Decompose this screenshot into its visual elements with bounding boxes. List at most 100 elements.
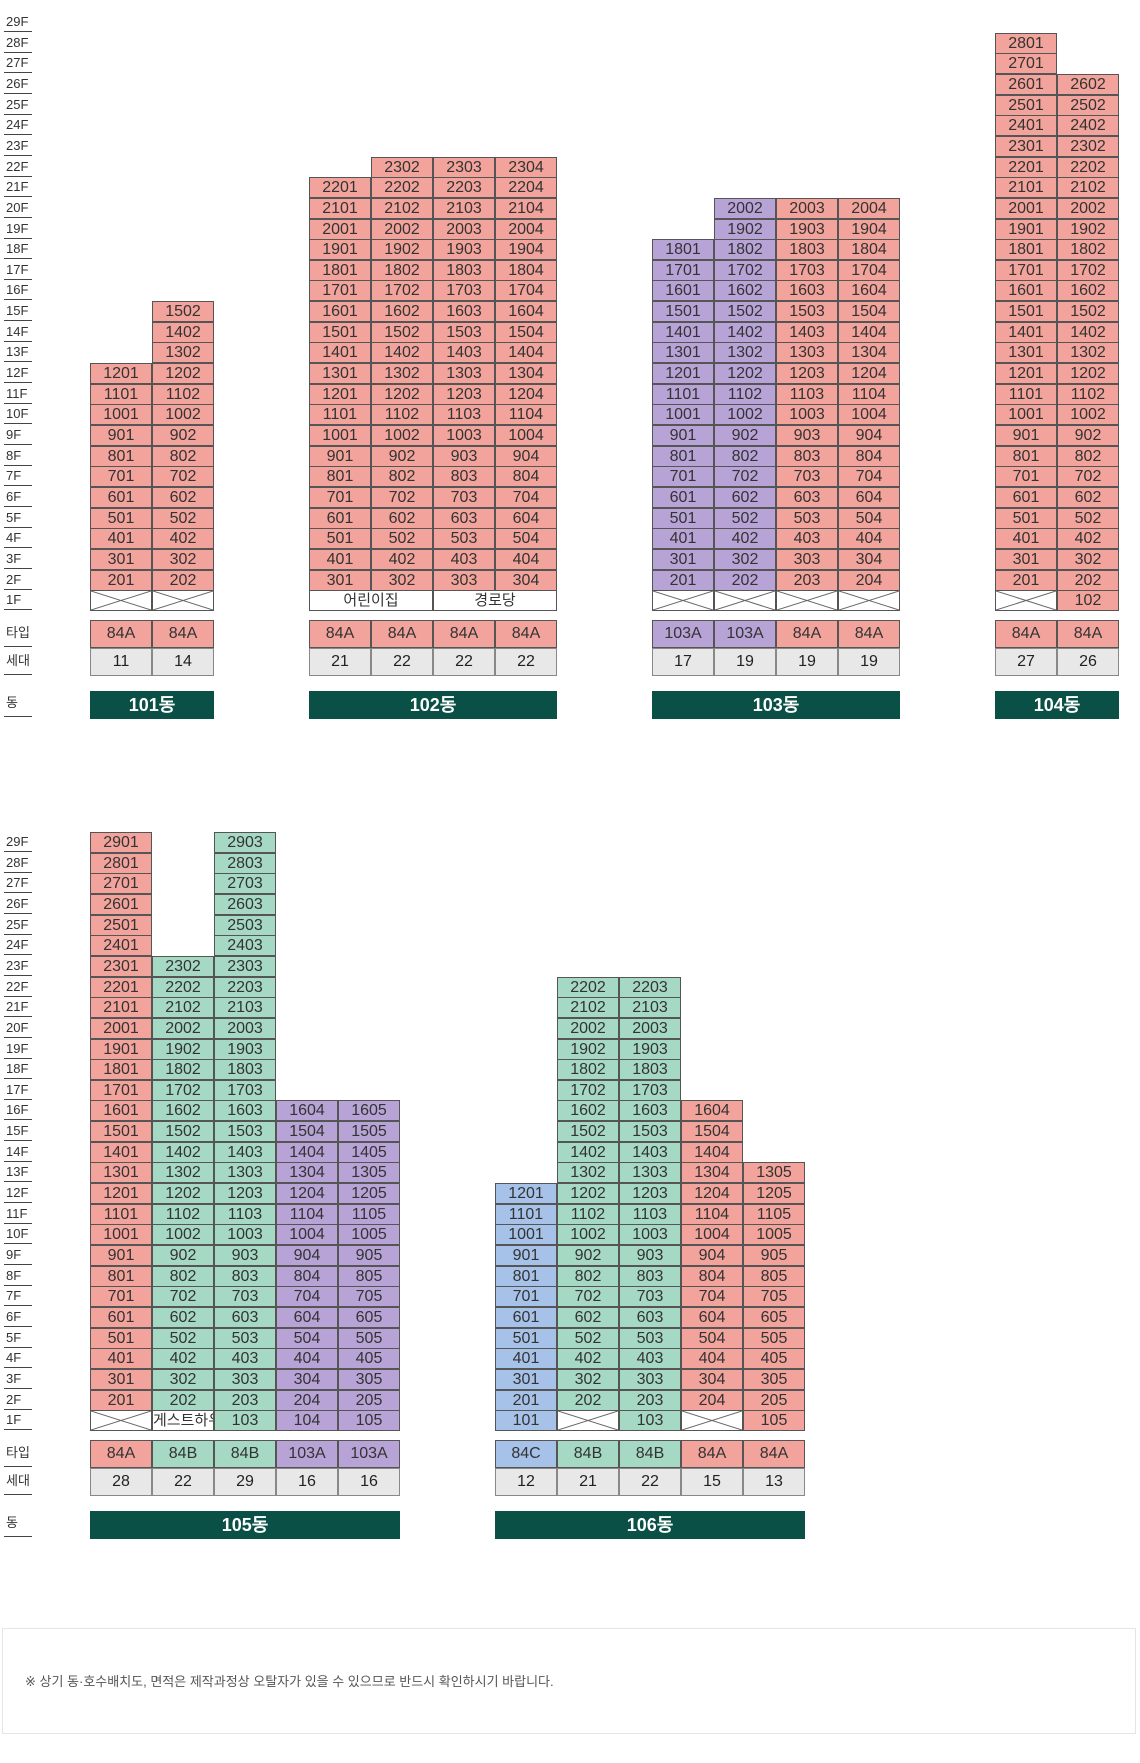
unit-cell[interactable]: 302 [557,1368,619,1390]
unit-cell[interactable]: 2201 [995,156,1057,178]
unit-cell[interactable]: 1105 [743,1203,805,1225]
unit-cell[interactable]: 2401 [90,935,152,957]
unit-cell[interactable]: 602 [371,507,433,529]
unit-cell[interactable]: 1502 [152,1121,214,1143]
unit-cell[interactable]: 203 [619,1389,681,1411]
unit-cell[interactable]: 702 [371,486,433,508]
unit-cell[interactable]: 101 [495,1410,557,1432]
unit-cell[interactable]: 902 [714,425,776,446]
unit-cell[interactable]: 501 [652,507,714,529]
unit-cell[interactable]: 303 [619,1368,681,1390]
unit-cell[interactable]: 1701 [309,280,371,302]
unit-cell[interactable]: 1802 [1057,239,1119,261]
unit-cell[interactable]: 504 [276,1327,338,1349]
unit-cell[interactable]: 103 [214,1410,276,1432]
unit-cell[interactable]: 1804 [495,259,557,281]
unit-cell[interactable]: 1502 [371,321,433,343]
unit-cell[interactable]: 205 [338,1389,400,1411]
unit-cell[interactable]: 902 [152,425,214,446]
unit-cell[interactable]: 1002 [152,1224,214,1246]
unit-cell[interactable]: 1602 [152,1100,214,1122]
unit-cell[interactable]: 201 [90,569,152,591]
unit-cell[interactable]: 1601 [90,1100,152,1122]
unit-cell[interactable]: 1501 [652,301,714,323]
unit-cell[interactable]: 702 [714,466,776,488]
unit-cell[interactable]: 403 [619,1348,681,1370]
unit-cell[interactable]: 2302 [371,156,433,178]
unit-cell[interactable]: 1901 [90,1038,152,1060]
unit-cell[interactable]: 1205 [338,1183,400,1205]
unit-cell[interactable]: 1401 [995,321,1057,343]
unit-cell[interactable]: 2001 [995,197,1057,219]
unit-cell[interactable]: 1803 [433,259,495,281]
unit-cell[interactable]: 1202 [152,363,214,385]
unit-cell[interactable]: 1103 [776,383,838,405]
unit-cell[interactable]: 1001 [309,425,371,446]
unit-cell[interactable]: 704 [276,1286,338,1308]
unit-cell[interactable]: 1101 [90,1203,152,1225]
unit-cell[interactable]: 1004 [276,1224,338,1246]
unit-cell[interactable]: 303 [433,569,495,591]
unit-cell[interactable]: 2202 [152,976,214,998]
unit-cell[interactable]: 803 [214,1265,276,1287]
unit-cell[interactable]: 1003 [433,425,495,446]
unit-cell[interactable]: 504 [495,528,557,550]
unit-cell[interactable]: 703 [433,486,495,508]
unit-cell[interactable]: 401 [90,1348,152,1370]
unit-cell[interactable]: 2002 [557,1017,619,1039]
unit-cell[interactable]: 2001 [90,1017,152,1039]
unit-cell[interactable]: 302 [714,548,776,570]
unit-cell[interactable]: 2603 [214,893,276,915]
unit-cell[interactable]: 1102 [371,404,433,426]
unit-cell[interactable]: 2002 [152,1017,214,1039]
unit-cell[interactable]: 903 [433,445,495,467]
unit-cell[interactable]: 203 [776,569,838,591]
unit-cell[interactable]: 901 [995,425,1057,446]
unit-cell[interactable]: 1603 [619,1100,681,1122]
unit-cell[interactable]: 203 [214,1389,276,1411]
unit-cell[interactable]: 1304 [495,363,557,385]
unit-cell[interactable]: 1004 [838,404,900,426]
unit-cell[interactable]: 2004 [838,197,900,219]
unit-cell[interactable]: 1604 [276,1100,338,1122]
unit-cell[interactable]: 901 [90,425,152,446]
unit-cell[interactable]: 1903 [619,1038,681,1060]
unit-cell[interactable]: 2301 [995,135,1057,157]
unit-cell[interactable]: 804 [495,466,557,488]
unit-cell[interactable]: 804 [276,1265,338,1287]
unit-cell[interactable]: 1702 [371,280,433,302]
unit-cell[interactable]: 805 [743,1265,805,1287]
unit-cell[interactable]: 1902 [371,239,433,261]
unit-cell[interactable]: 1605 [338,1100,400,1122]
unit-cell[interactable]: 1005 [743,1224,805,1246]
unit-cell[interactable]: 1403 [776,321,838,343]
unit-cell[interactable]: 502 [152,507,214,529]
unit-cell[interactable]: 2101 [309,197,371,219]
unit-cell[interactable]: 502 [557,1327,619,1349]
unit-cell[interactable]: 803 [619,1265,681,1287]
unit-cell[interactable]: 503 [619,1327,681,1349]
unit-cell[interactable]: 801 [309,466,371,488]
unit-cell[interactable]: 2601 [90,893,152,915]
unit-cell[interactable]: 1601 [995,280,1057,302]
unit-cell[interactable]: 1501 [995,301,1057,323]
unit-cell[interactable]: 1302 [557,1162,619,1184]
unit-cell[interactable]: 1703 [433,280,495,302]
unit-cell[interactable]: 602 [714,486,776,508]
unit-cell[interactable]: 2402 [1057,115,1119,137]
unit-cell[interactable]: 1203 [776,363,838,385]
unit-cell[interactable]: 801 [995,445,1057,467]
unit-cell[interactable]: 201 [652,569,714,591]
unit-cell[interactable]: 1503 [433,321,495,343]
unit-cell[interactable]: 1903 [214,1038,276,1060]
unit-cell[interactable]: 1602 [1057,280,1119,302]
unit-cell[interactable]: 501 [90,507,152,529]
unit-cell[interactable]: 2202 [1057,156,1119,178]
unit-cell[interactable]: 1301 [309,363,371,385]
unit-cell[interactable]: 402 [714,528,776,550]
unit-cell[interactable]: 901 [495,1245,557,1266]
unit-cell[interactable]: 303 [214,1368,276,1390]
unit-cell[interactable]: 1904 [495,239,557,261]
unit-cell[interactable]: 502 [152,1327,214,1349]
unit-cell[interactable]: 1603 [214,1100,276,1122]
